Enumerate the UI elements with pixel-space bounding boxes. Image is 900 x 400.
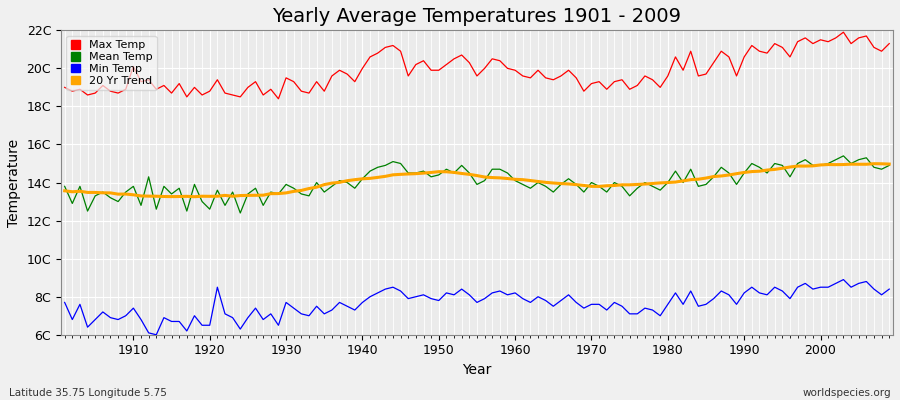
X-axis label: Year: Year	[463, 363, 491, 377]
Title: Yearly Average Temperatures 1901 - 2009: Yearly Average Temperatures 1901 - 2009	[273, 7, 681, 26]
Legend: Max Temp, Mean Temp, Min Temp, 20 Yr Trend: Max Temp, Mean Temp, Min Temp, 20 Yr Tre…	[67, 36, 157, 90]
Y-axis label: Temperature: Temperature	[7, 138, 21, 226]
Text: Latitude 35.75 Longitude 5.75: Latitude 35.75 Longitude 5.75	[9, 388, 166, 398]
Text: worldspecies.org: worldspecies.org	[803, 388, 891, 398]
